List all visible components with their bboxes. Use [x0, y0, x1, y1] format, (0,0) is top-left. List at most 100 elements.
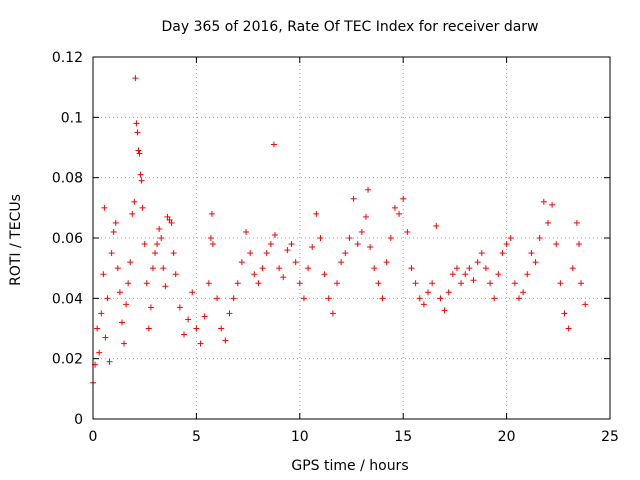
- data-point: [573, 219, 580, 226]
- data-point: [112, 219, 119, 226]
- data-point: [160, 265, 167, 272]
- data-point: [375, 280, 382, 287]
- data-point: [108, 250, 115, 257]
- data-point: [549, 201, 556, 208]
- data-point: [354, 241, 361, 248]
- data-point: [166, 216, 173, 223]
- data-point: [387, 235, 394, 241]
- data-point: [503, 241, 510, 248]
- data-point: [94, 325, 101, 332]
- data-point: [429, 280, 436, 287]
- data-point: [168, 219, 175, 226]
- data-point: [334, 280, 341, 287]
- data-point: [116, 289, 123, 296]
- data-point: [578, 280, 585, 287]
- data-point: [408, 265, 415, 272]
- data-point: [565, 325, 572, 332]
- data-point: [524, 271, 531, 278]
- data-point: [170, 250, 177, 257]
- data-point: [147, 304, 154, 311]
- data-point: [495, 271, 502, 278]
- data-point: [309, 244, 316, 251]
- data-point: [404, 228, 411, 235]
- data-point: [466, 265, 473, 272]
- data-point: [208, 210, 215, 217]
- data-point: [292, 259, 299, 266]
- data-point: [101, 204, 108, 211]
- data-point: [288, 241, 295, 248]
- data-point: [234, 280, 241, 287]
- data-point: [313, 210, 320, 217]
- data-point: [230, 295, 237, 302]
- data-point: [342, 250, 349, 257]
- data-point: [201, 313, 208, 320]
- data-point: [462, 271, 469, 278]
- data-point: [255, 280, 262, 287]
- data-point: [180, 331, 187, 338]
- data-point: [346, 235, 353, 241]
- data-point: [110, 228, 117, 235]
- data-point: [243, 228, 250, 235]
- data-point: [338, 259, 345, 266]
- y-tick-label: 0: [74, 412, 83, 428]
- data-point: [131, 198, 138, 205]
- data-point: [528, 250, 535, 257]
- data-point: [520, 289, 527, 296]
- y-axis-label: ROTI / TECUs: [8, 194, 24, 286]
- data-point: [185, 316, 192, 323]
- data-point: [449, 271, 456, 278]
- data-point: [445, 289, 452, 296]
- data-point: [441, 307, 448, 314]
- data-point: [575, 241, 582, 248]
- data-point: [478, 250, 485, 257]
- data-point: [205, 280, 212, 287]
- data-point: [350, 195, 357, 202]
- grid-lines: [93, 57, 610, 419]
- data-point: [193, 325, 200, 332]
- data-point: [106, 358, 113, 365]
- data-point: [544, 219, 551, 226]
- data-point: [284, 247, 291, 254]
- data-point: [149, 265, 156, 272]
- data-point: [133, 120, 140, 127]
- data-point: [162, 283, 169, 290]
- data-point: [139, 204, 146, 211]
- data-point: [207, 235, 214, 241]
- data-point: [222, 337, 229, 344]
- data-point: [129, 210, 136, 217]
- data-point: [136, 150, 143, 157]
- data-point: [132, 75, 139, 82]
- data-point: [400, 195, 407, 202]
- data-point: [145, 325, 152, 332]
- data-point: [420, 301, 427, 308]
- data-point: [189, 289, 196, 296]
- data-point: [557, 280, 564, 287]
- data-point: [367, 244, 374, 251]
- data-point: [134, 129, 141, 136]
- data-point: [474, 259, 481, 266]
- data-point: [437, 295, 444, 302]
- data-point: [487, 280, 494, 287]
- data-point: [226, 310, 233, 317]
- data-point: [141, 241, 148, 248]
- data-point: [491, 295, 498, 302]
- data-point: [96, 349, 103, 356]
- chart-title: Day 365 of 2016, Rate Of TEC Index for r…: [161, 19, 538, 35]
- y-tick-label: 0.08: [52, 171, 83, 187]
- y-tick-label: 0.12: [52, 50, 83, 66]
- x-tick-label: 5: [192, 429, 201, 445]
- data-point: [263, 250, 270, 257]
- data-point: [458, 280, 465, 287]
- data-point: [247, 250, 254, 257]
- data-point: [98, 310, 105, 317]
- data-point: [371, 265, 378, 272]
- y-tick-label: 0.06: [52, 231, 83, 247]
- axis-ticks: 0 5 10 15 20 25 0 0.02 0.04 0.06 0.08 0.1 0.12: [52, 50, 619, 445]
- data-point: [532, 259, 539, 266]
- data-point: [553, 241, 560, 248]
- x-tick-label: 10: [291, 429, 309, 445]
- data-point: [507, 235, 514, 241]
- data-point: [317, 235, 324, 241]
- x-tick-label: 15: [394, 429, 412, 445]
